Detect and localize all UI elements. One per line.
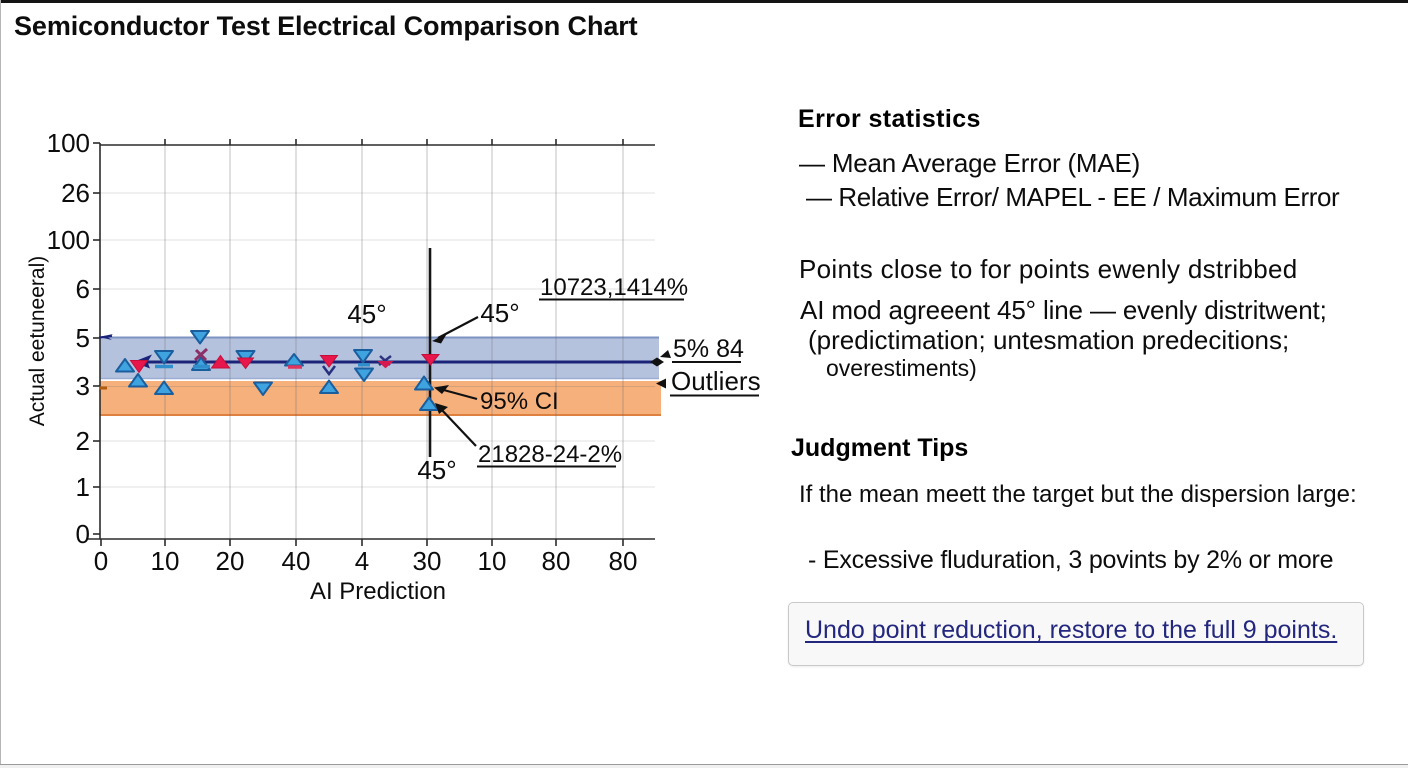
svg-text:40: 40 bbox=[282, 546, 311, 576]
svg-text:26: 26 bbox=[61, 178, 90, 208]
svg-text:5: 5 bbox=[76, 323, 90, 353]
svg-text:0: 0 bbox=[76, 519, 90, 549]
svg-text:10: 10 bbox=[478, 546, 507, 576]
svg-text:100: 100 bbox=[47, 128, 90, 158]
svg-text:5% 84: 5% 84 bbox=[673, 335, 744, 363]
svg-text:2: 2 bbox=[76, 426, 90, 456]
svg-text:10: 10 bbox=[151, 546, 180, 576]
svg-text:45°: 45° bbox=[480, 298, 519, 328]
svg-text:45°: 45° bbox=[417, 455, 456, 485]
svg-text:45°: 45° bbox=[347, 299, 386, 329]
svg-text:20: 20 bbox=[216, 546, 245, 576]
svg-text:30: 30 bbox=[413, 546, 442, 576]
svg-text:80: 80 bbox=[609, 546, 638, 576]
svg-text:21828-24-2%: 21828-24-2% bbox=[478, 441, 622, 468]
svg-text:Actual eetuneeral): Actual eetuneeral) bbox=[26, 256, 49, 426]
svg-text:100: 100 bbox=[47, 225, 90, 255]
svg-text:3: 3 bbox=[76, 371, 90, 401]
svg-text:80: 80 bbox=[542, 546, 571, 576]
svg-text:Outliers: Outliers bbox=[671, 366, 761, 396]
svg-text:10723,1414%: 10723,1414% bbox=[540, 274, 688, 301]
svg-text:0: 0 bbox=[94, 546, 108, 576]
svg-text:4: 4 bbox=[355, 546, 369, 576]
svg-text:AI Prediction: AI Prediction bbox=[310, 578, 446, 605]
svg-text:6: 6 bbox=[76, 274, 90, 304]
svg-text:95% CI: 95% CI bbox=[480, 388, 559, 415]
svg-text:1: 1 bbox=[76, 472, 90, 502]
